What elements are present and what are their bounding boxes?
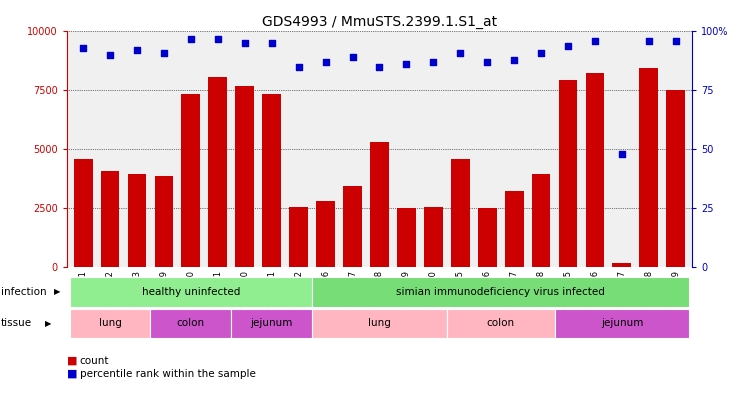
Point: [562, 42, 574, 49]
Bar: [312, 277, 689, 307]
Point: [589, 38, 601, 44]
Point: [239, 40, 251, 46]
Bar: [231, 309, 312, 338]
Bar: [370, 142, 389, 267]
Bar: [289, 207, 308, 267]
Bar: [150, 309, 231, 338]
Bar: [127, 174, 147, 267]
Bar: [262, 94, 281, 267]
Text: ▶: ▶: [54, 287, 61, 296]
Bar: [155, 176, 173, 267]
Bar: [100, 171, 120, 267]
Title: GDS4993 / MmuSTS.2399.1.S1_at: GDS4993 / MmuSTS.2399.1.S1_at: [262, 15, 497, 29]
Text: percentile rank within the sample: percentile rank within the sample: [80, 369, 255, 379]
Text: count: count: [80, 356, 109, 366]
Point: [292, 64, 304, 70]
Point: [212, 35, 224, 42]
Text: ■: ■: [67, 369, 77, 379]
Point: [131, 47, 143, 53]
Text: simian immunodeficiency virus infected: simian immunodeficiency virus infected: [397, 287, 605, 297]
Text: infection: infection: [1, 286, 46, 297]
Bar: [586, 73, 604, 267]
Point: [373, 64, 385, 70]
Text: jejunum: jejunum: [600, 318, 643, 328]
Bar: [397, 208, 416, 267]
Point: [400, 61, 412, 68]
Bar: [316, 201, 335, 267]
Point: [320, 59, 332, 65]
Bar: [504, 191, 524, 267]
Bar: [447, 309, 554, 338]
Bar: [74, 159, 92, 267]
Bar: [532, 174, 551, 267]
Bar: [70, 277, 312, 307]
Bar: [312, 309, 447, 338]
Bar: [424, 207, 443, 267]
Point: [266, 40, 278, 46]
Bar: [554, 309, 689, 338]
Text: colon: colon: [487, 318, 515, 328]
Bar: [639, 68, 658, 267]
Text: lung: lung: [368, 318, 391, 328]
Bar: [235, 86, 254, 267]
Text: jejunum: jejunum: [251, 318, 293, 328]
Point: [670, 38, 682, 44]
Text: healthy uninfected: healthy uninfected: [141, 287, 240, 297]
Bar: [343, 186, 362, 267]
Bar: [451, 159, 469, 267]
Point: [508, 57, 520, 63]
Point: [643, 38, 655, 44]
Point: [77, 45, 89, 51]
Point: [455, 50, 466, 56]
Point: [481, 59, 493, 65]
Bar: [667, 90, 685, 267]
Text: tissue: tissue: [1, 318, 32, 328]
Bar: [208, 77, 227, 267]
Point: [427, 59, 439, 65]
Text: ■: ■: [67, 356, 77, 366]
Point: [158, 50, 170, 56]
Point: [104, 52, 116, 58]
Text: colon: colon: [177, 318, 205, 328]
Point: [185, 35, 197, 42]
Text: ▶: ▶: [45, 319, 51, 327]
Bar: [182, 94, 200, 267]
Bar: [612, 263, 632, 267]
Bar: [478, 208, 496, 267]
Bar: [70, 309, 150, 338]
Point: [535, 50, 547, 56]
Point: [347, 54, 359, 61]
Text: lung: lung: [99, 318, 121, 328]
Point: [616, 151, 628, 157]
Bar: [559, 80, 577, 267]
